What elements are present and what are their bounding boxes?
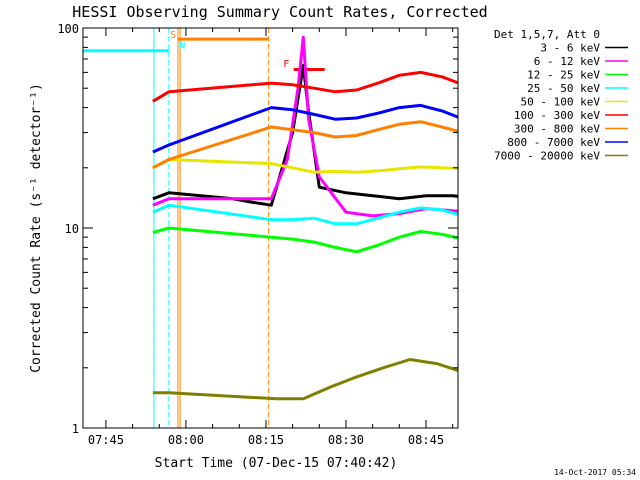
series-line-7	[152, 103, 458, 154]
flag-label-1: N	[179, 40, 185, 51]
x-tick-label-3: 08:30	[328, 433, 364, 447]
legend-label-2: 12 - 25 keV	[527, 69, 600, 82]
legend-label-3: 25 - 50 keV	[527, 82, 600, 95]
series-line-2	[152, 226, 458, 254]
flag-label-2: F	[283, 59, 289, 70]
x-axis-label: Start Time (07-Dec-15 07:40:42)	[155, 456, 398, 471]
series-line-6	[152, 120, 458, 170]
legend-label-4: 50 - 100 keV	[521, 96, 601, 109]
series-line-3	[152, 203, 458, 226]
x-tick-label-2: 08:15	[248, 433, 284, 447]
y-axis: 1 10 100	[57, 22, 458, 436]
legend-title: Det 1,5,7, Att 0	[494, 28, 600, 41]
y-tick-label-0: 1	[72, 422, 79, 436]
y-tick-label-2: 100	[57, 22, 79, 36]
legend-label-6: 300 - 800 keV	[514, 123, 600, 136]
series-line-8	[152, 358, 458, 401]
series-line-5	[152, 70, 458, 103]
flag-label-0: S	[170, 30, 176, 41]
x-axis: 07:45 08:00 08:15 08:30 08:45	[88, 28, 454, 447]
legend-label-5: 100 - 300 keV	[514, 109, 600, 122]
legend-label-0: 3 - 6 keV	[540, 42, 600, 55]
legend-label-8: 7000 - 20000 keV	[494, 150, 600, 163]
y-axis-label: Corrected Count Rate (s⁻¹ detector⁻¹)	[29, 83, 44, 373]
series-line-0	[152, 63, 458, 207]
plot-area: SN F	[83, 28, 458, 428]
chart-title: HESSI Observing Summary Count Rates, Cor…	[72, 3, 487, 21]
x-tick-label-0: 07:45	[88, 433, 124, 447]
series-line-1	[152, 35, 458, 218]
x-tick-label-4: 08:45	[408, 433, 444, 447]
y-tick-label-1: 10	[65, 222, 79, 236]
series-line-4	[152, 158, 458, 174]
x-tick-label-1: 08:00	[168, 433, 204, 447]
legend-label-7: 800 - 7000 keV	[507, 136, 600, 149]
timestamp: 14-Oct-2017 05:34	[554, 468, 636, 477]
legend-label-1: 6 - 12 keV	[534, 55, 601, 68]
